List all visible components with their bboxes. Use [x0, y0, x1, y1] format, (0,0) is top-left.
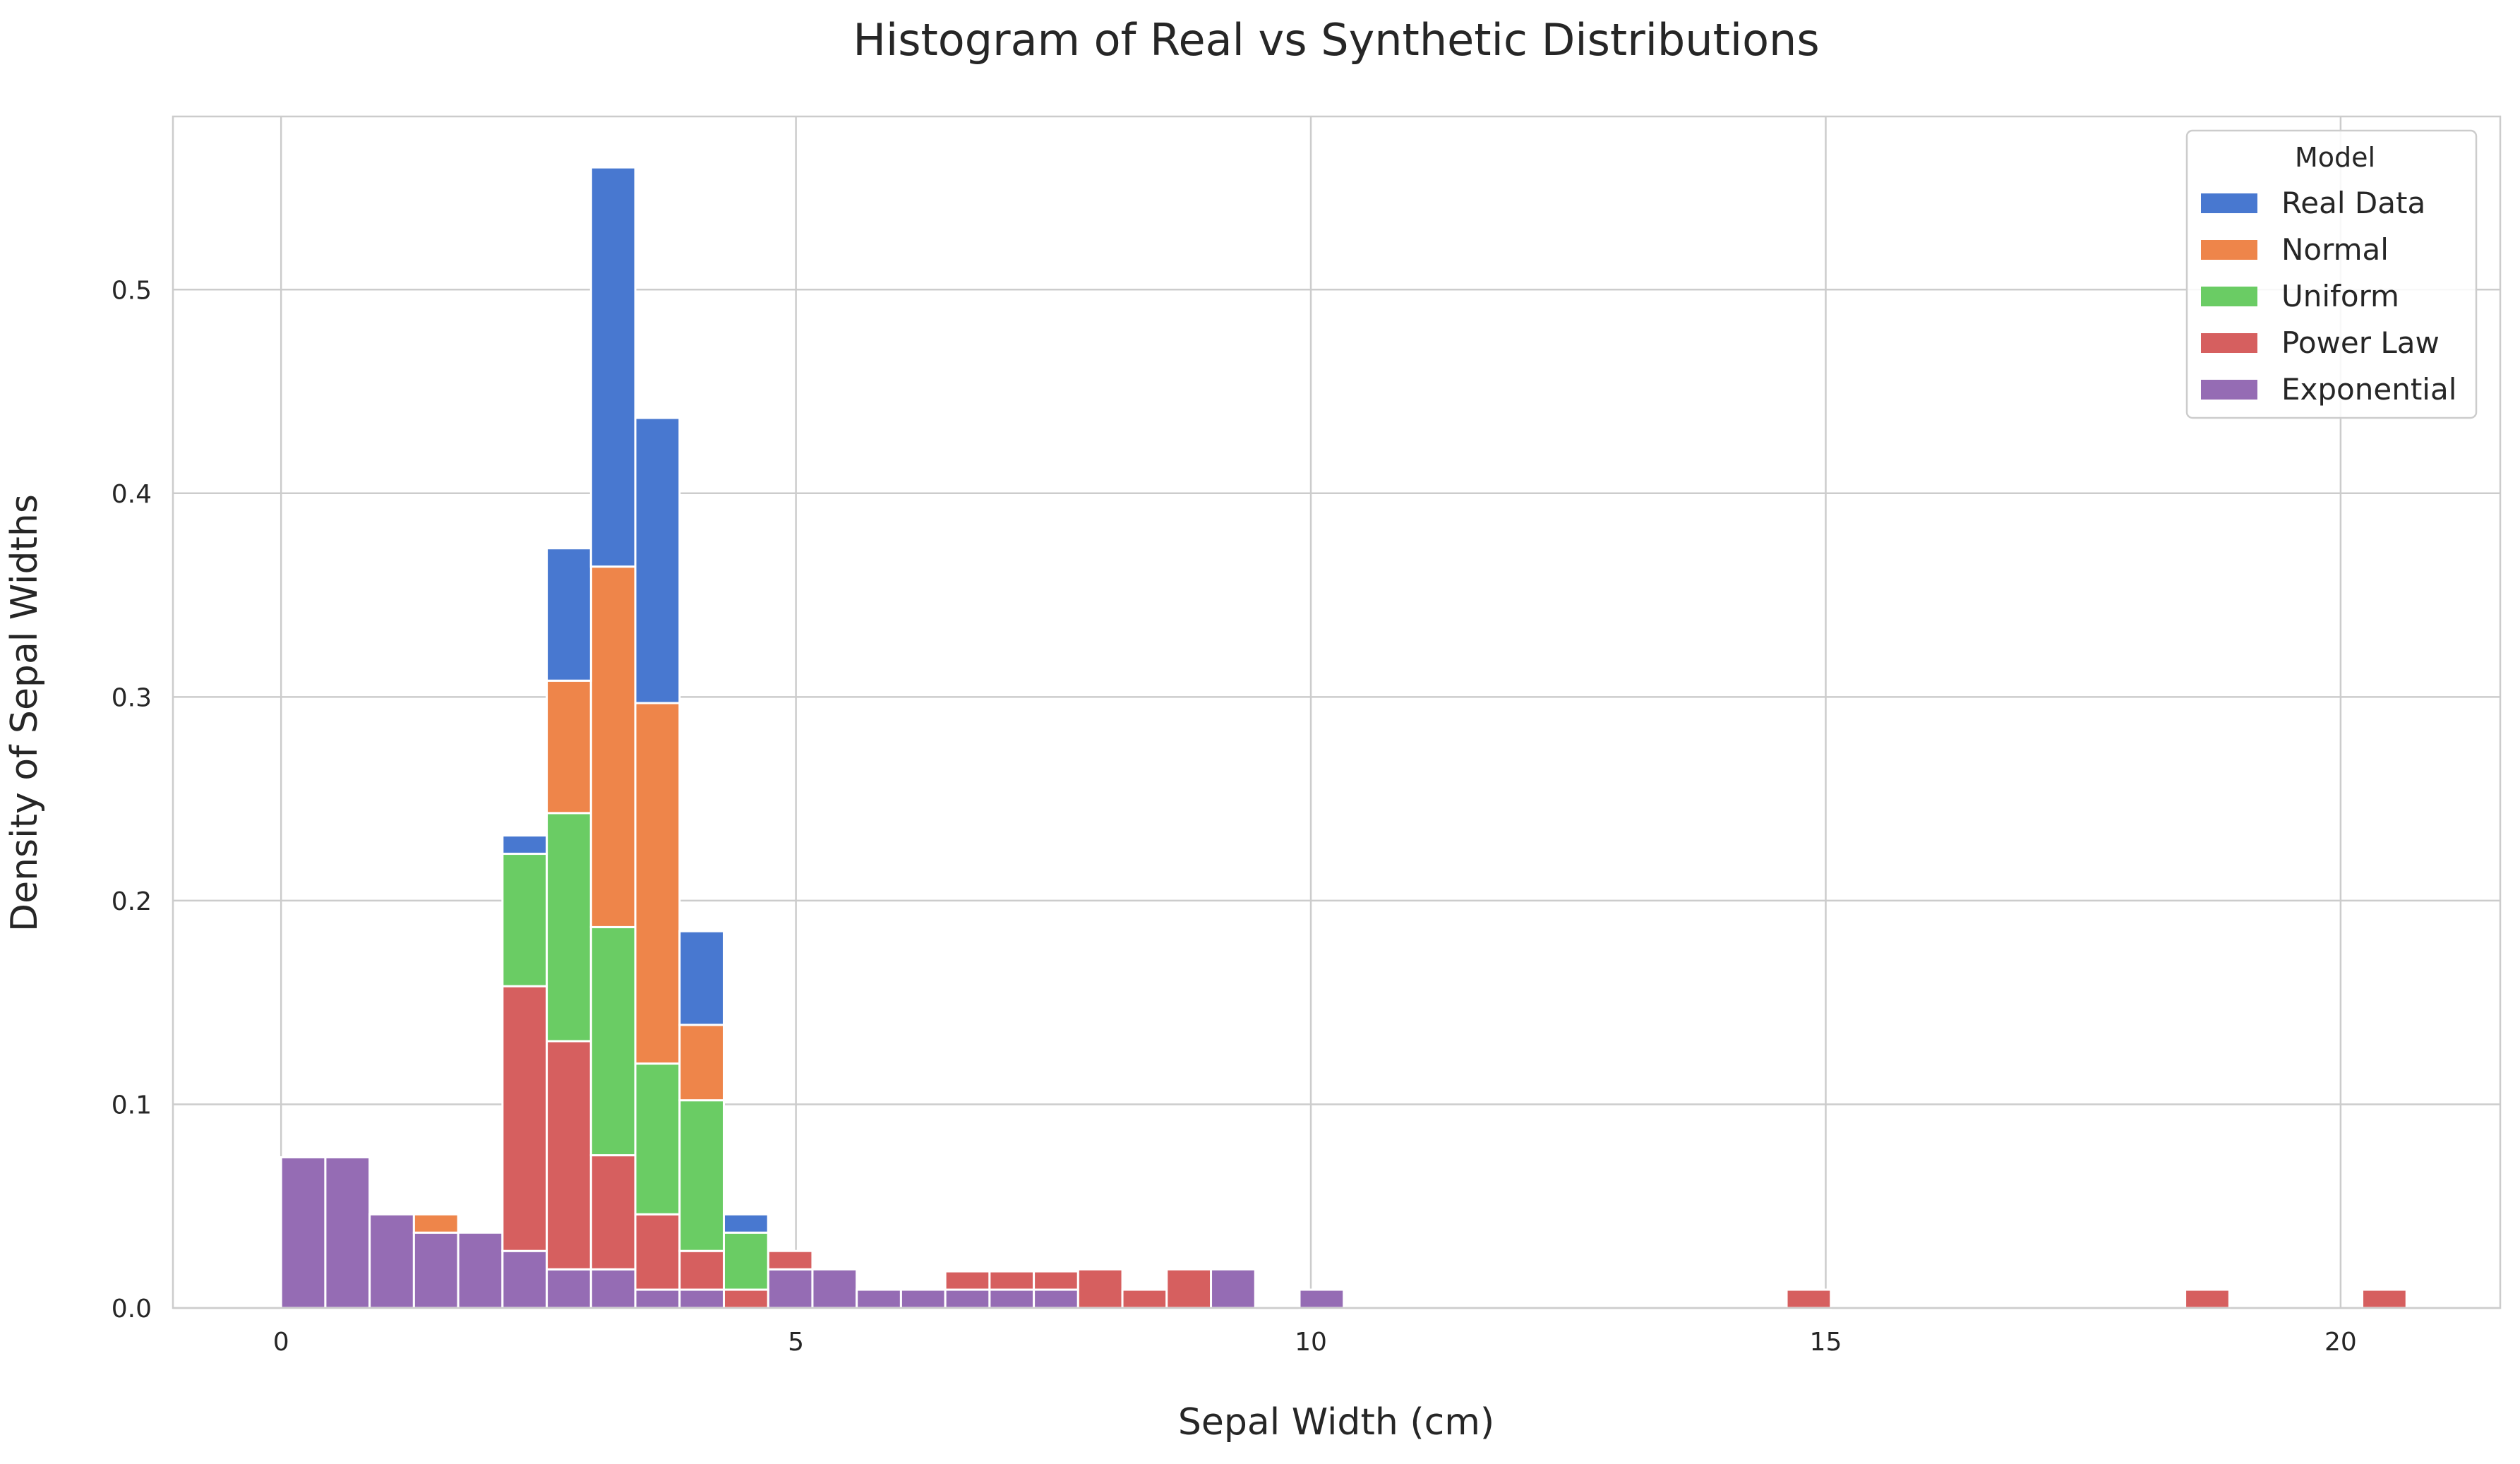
bar-normal: [589, 565, 637, 928]
bar-power-law: [1121, 1288, 1168, 1309]
bar-normal: [412, 1213, 460, 1234]
legend-swatch: [2201, 380, 2257, 400]
bar-exponential: [899, 1288, 947, 1309]
y-tick-label: 0.5: [112, 276, 152, 305]
bar-power-law: [944, 1270, 991, 1291]
bar-uniform: [501, 853, 548, 988]
bars: [280, 166, 2408, 1309]
bar-power-law: [722, 1288, 769, 1309]
bar-power-law: [1165, 1268, 1213, 1309]
y-tick-label: 0.1: [112, 1091, 152, 1120]
y-axis-label: Density of Sepal Widths: [4, 494, 46, 932]
bar-exponential: [412, 1231, 460, 1309]
series-uniform: [501, 812, 769, 1291]
bar-real-data: [589, 166, 637, 568]
bar-exponential: [634, 1288, 681, 1309]
bar-power-law: [589, 1154, 637, 1271]
bar-power-law: [767, 1249, 814, 1271]
bar-power-law: [1785, 1288, 1832, 1309]
bar-uniform: [678, 1099, 725, 1252]
legend-swatch: [2201, 193, 2257, 213]
bar-exponential: [501, 1249, 548, 1309]
series-real-data: [501, 166, 769, 1234]
tick-labels: 0 5 10 15 20 0.0 0.1 0.2 0.3 0.4 0.5: [112, 276, 2357, 1357]
legend-label: Power Law: [2281, 325, 2440, 360]
bar-uniform: [722, 1231, 769, 1291]
bar-power-law: [1076, 1268, 1124, 1309]
legend-item-normal: Normal: [2201, 232, 2389, 267]
y-tick-label: 0.4: [112, 480, 152, 509]
legend-label: Uniform: [2281, 279, 2399, 313]
bar-power-law: [501, 985, 548, 1252]
bar-power-law: [988, 1270, 1036, 1291]
legend-item-exponential: Exponential: [2201, 372, 2456, 407]
bar-normal: [634, 702, 681, 1065]
bar-power-law: [546, 1040, 592, 1271]
bar-exponential: [944, 1288, 991, 1309]
legend-swatch: [2201, 287, 2257, 306]
bar-real-data: [678, 930, 725, 1026]
bar-normal: [678, 1024, 725, 1102]
bar-exponential: [457, 1231, 504, 1309]
bar-exponential: [856, 1288, 902, 1309]
legend-item-uniform: Uniform: [2201, 279, 2399, 313]
series-exponential: [280, 1156, 1345, 1309]
bar-uniform: [589, 925, 637, 1157]
x-tick-label: 20: [2324, 1328, 2357, 1357]
y-tick-label: 0.0: [112, 1295, 152, 1324]
bar-exponential: [589, 1268, 637, 1309]
bar-exponential: [280, 1156, 327, 1309]
legend-swatch: [2201, 240, 2257, 260]
series-normal: [412, 565, 725, 1234]
bar-power-law: [634, 1213, 681, 1291]
legend-box: [2185, 129, 2478, 419]
bar-exponential: [324, 1156, 371, 1309]
x-tick-label: 10: [1295, 1328, 1327, 1357]
bar-exponential: [988, 1288, 1036, 1309]
legend-title: Model: [2295, 142, 2375, 173]
bar-exponential: [1033, 1288, 1079, 1309]
legend-item-real-data: Real Data: [2201, 186, 2425, 220]
y-tick-label: 0.2: [112, 887, 152, 916]
x-tick-label: 5: [788, 1328, 804, 1357]
bar-real-data: [722, 1213, 769, 1234]
legend-item-power-law: Power Law: [2201, 325, 2440, 360]
y-tick-label: 0.3: [112, 683, 152, 712]
bar-power-law: [2361, 1288, 2408, 1309]
bar-exponential: [546, 1268, 592, 1309]
bar-exponential: [678, 1288, 725, 1309]
bar-power-law: [1033, 1270, 1079, 1291]
bar-real-data: [634, 416, 681, 704]
legend-label: Normal: [2281, 232, 2389, 267]
bar-real-data: [546, 547, 592, 682]
bar-normal: [546, 679, 592, 815]
bar-exponential: [1298, 1288, 1345, 1309]
chart-title: Histogram of Real vs Synthetic Distribut…: [853, 14, 1819, 66]
bar-uniform: [546, 812, 592, 1043]
legend-label: Real Data: [2281, 186, 2425, 220]
x-axis-label: Sepal Width (cm): [1178, 1401, 1494, 1444]
series-power-law: [501, 985, 2408, 1309]
bar-exponential: [767, 1268, 814, 1309]
legend: Model Real Data Normal Uniform Power Law Exp…: [2185, 129, 2478, 419]
bar-exponential: [1210, 1268, 1256, 1309]
x-tick-label: 15: [1810, 1328, 1842, 1357]
bar-exponential: [811, 1268, 858, 1309]
x-tick-label: 0: [273, 1328, 289, 1357]
bar-power-law: [2184, 1288, 2231, 1309]
bar-exponential: [368, 1213, 415, 1309]
legend-items: Real Data Normal Uniform Power Law Exponenti…: [2201, 186, 2456, 407]
bar-power-law: [678, 1249, 725, 1291]
legend-swatch: [2201, 333, 2257, 353]
plot-frame: [172, 115, 2502, 1309]
legend-label: Exponential: [2281, 372, 2456, 407]
bar-uniform: [634, 1062, 681, 1216]
bar-real-data: [501, 834, 548, 856]
